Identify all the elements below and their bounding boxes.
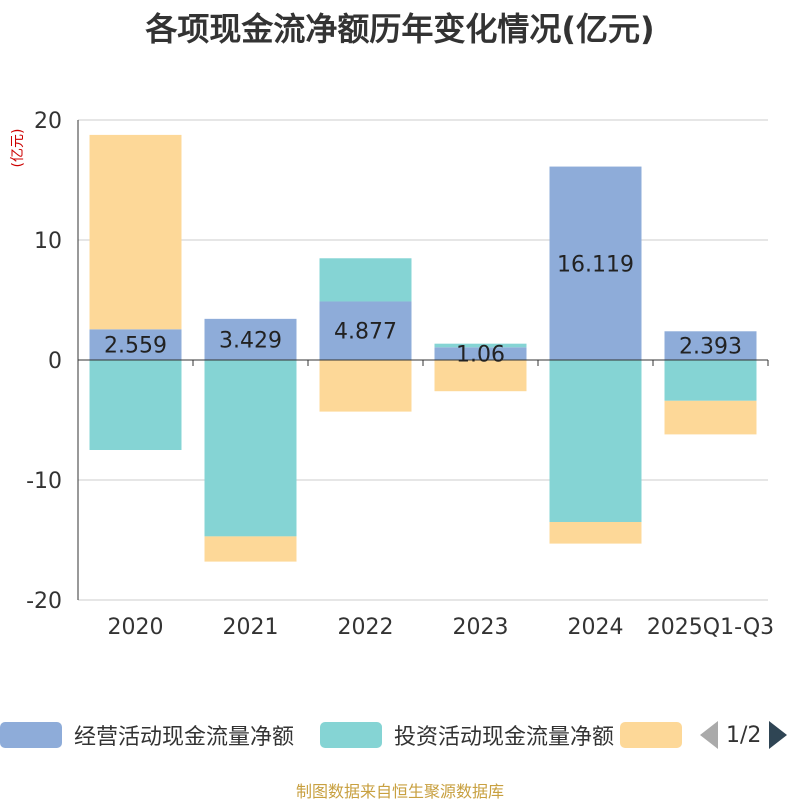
y-tick-label: -10 [26, 469, 62, 494]
data-label-operating: 2.559 [104, 334, 167, 359]
legend-swatch-operating [0, 722, 62, 748]
y-tick-label: 20 [34, 109, 62, 134]
legend-swatch-financing [620, 722, 682, 748]
legend-label-operating: 经营活动现金流量净额 [74, 725, 295, 750]
bar-investing-2020 [89, 360, 182, 450]
y-axis-label: (亿元) [10, 129, 26, 168]
chart-title: 各项现金流净额历年变化情况(亿元) [145, 10, 655, 48]
data-label-operating: 1.06 [456, 343, 505, 368]
legend-item-financing[interactable] [620, 720, 682, 750]
bar-financing-2020 [89, 134, 182, 330]
x-tick-label: 2020 [108, 615, 164, 640]
x-tick-label: 2021 [223, 615, 279, 640]
y-tick-label: -20 [26, 589, 62, 614]
data-source-note: 制图数据来自恒生聚源数据库 [295, 782, 504, 801]
x-tick-label: 2025Q1-Q3 [647, 615, 774, 640]
bar-chart: 20 10 0 -10 -20 (亿元) 2.559 3.429 4.877 1.06 16.119… [10, 109, 774, 640]
bar-operating-2025Q1-Q3 [664, 331, 757, 360]
legend: 经营活动现金流量净额 投资活动现金流量净额 1/2 [0, 712, 800, 758]
bar-operating-2024 [549, 166, 642, 360]
x-tick-label: 2022 [338, 615, 394, 640]
legend-pager: 1/2 [700, 720, 788, 750]
data-label-operating: 2.393 [679, 335, 742, 360]
x-tick-label: 2023 [453, 615, 509, 640]
bar-investing-2024 [549, 360, 642, 522]
data-label-operating: 4.877 [334, 320, 397, 345]
legend-item-operating[interactable]: 经营活动现金流量净额 [0, 720, 294, 750]
pager-next-icon[interactable] [769, 721, 788, 749]
y-tick-label: 10 [34, 229, 62, 254]
bar-investing-2022 [319, 258, 412, 302]
bar-operating-2023 [434, 347, 527, 360]
legend-swatch-investing [320, 722, 382, 748]
bar-financing-2022 [319, 360, 412, 412]
bar-financing-2023 [434, 360, 527, 392]
bar-financing-2025Q1-Q3 [664, 400, 757, 435]
bar-operating-2021 [204, 318, 297, 360]
pager-text: 1/2 [726, 722, 762, 748]
x-tick-label: 2024 [568, 615, 624, 640]
legend-label-investing: 投资活动现金流量净额 [394, 725, 615, 750]
bar-financing-2021 [204, 536, 297, 562]
bar-investing-2025Q1-Q3 [664, 360, 757, 401]
legend-item-investing[interactable]: 投资活动现金流量净额 [320, 720, 614, 750]
pager-prev-icon[interactable] [700, 721, 718, 749]
y-tick-label: 0 [48, 349, 62, 374]
data-label-operating: 16.119 [557, 252, 634, 277]
bar-financing-2024 [549, 522, 642, 544]
bar-operating-2022 [319, 301, 412, 360]
bar-operating-2020 [89, 329, 182, 360]
bar-investing-2021 [204, 360, 297, 537]
data-label-operating: 3.429 [219, 328, 282, 353]
bar-investing-2023 [434, 343, 527, 348]
